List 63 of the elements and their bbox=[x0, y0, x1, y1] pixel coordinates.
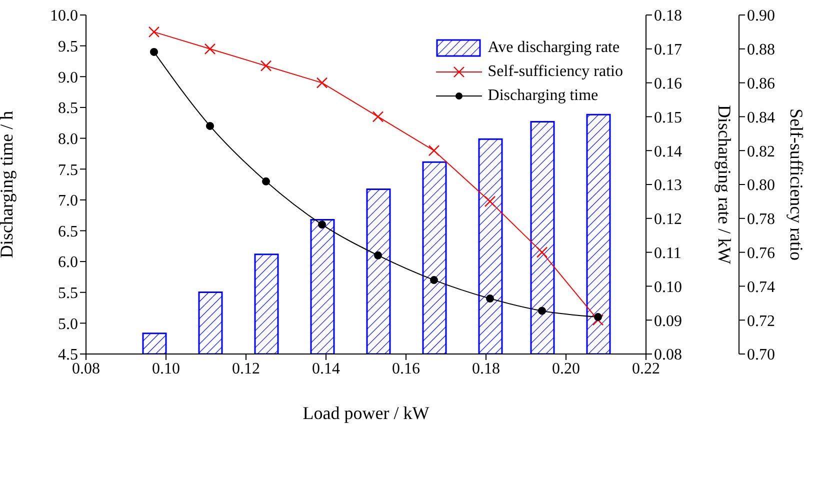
x-tick-label: 0.14 bbox=[312, 360, 340, 378]
point bbox=[486, 294, 494, 303]
y3-tick-label: 0.70 bbox=[747, 346, 775, 364]
y3-tick-label: 0.86 bbox=[747, 75, 775, 92]
y3-axis-title: Self-sufficiency ratio bbox=[786, 108, 807, 261]
y-tick-label: 6.5 bbox=[58, 223, 78, 240]
x-tick-label: 0.16 bbox=[392, 360, 420, 378]
legend-label: Discharging time bbox=[488, 86, 598, 106]
x-tick-label: 0.18 bbox=[472, 360, 500, 378]
point bbox=[536, 246, 548, 258]
point bbox=[430, 276, 438, 284]
y-tick-label: 9.5 bbox=[58, 38, 78, 56]
y3-tick-label: 0.74 bbox=[747, 278, 775, 296]
point bbox=[592, 314, 604, 326]
y3-tick-label: 0.82 bbox=[747, 143, 775, 160]
y2-tick-label: 0.14 bbox=[654, 143, 682, 160]
legend-label: Self-sufficiency ratio bbox=[488, 62, 623, 82]
y-tick-label: 5.5 bbox=[58, 285, 78, 302]
y-tick-label: 8.0 bbox=[58, 130, 78, 148]
y-tick-label: 5.0 bbox=[58, 316, 78, 333]
y3-tick-label: 0.76 bbox=[747, 244, 775, 262]
x-axis-title: Load power / kW bbox=[302, 403, 430, 423]
point bbox=[316, 77, 328, 88]
x-tick-label: 0.12 bbox=[232, 360, 260, 378]
y2-tick-label: 0.10 bbox=[654, 278, 682, 296]
point bbox=[204, 43, 216, 54]
y2-tick-label: 0.09 bbox=[654, 312, 682, 330]
point bbox=[538, 306, 546, 315]
y2-tick-label: 0.15 bbox=[654, 109, 682, 126]
y3-tick-label: 0.80 bbox=[747, 177, 775, 194]
point bbox=[594, 313, 602, 322]
y-tick-label: 7.0 bbox=[58, 192, 78, 210]
y2-tick-label: 0.17 bbox=[654, 42, 682, 59]
point bbox=[428, 145, 440, 156]
y3-tick-label: 0.72 bbox=[747, 312, 775, 330]
point bbox=[260, 60, 272, 72]
y2-tick-label: 0.18 bbox=[654, 8, 682, 25]
x-tick-label: 0.20 bbox=[552, 360, 580, 378]
y-tick-label: 9.0 bbox=[58, 69, 78, 86]
x-tick-label: 0.10 bbox=[152, 360, 180, 378]
point bbox=[206, 122, 214, 130]
point bbox=[484, 196, 496, 208]
y3-tick-label: 0.78 bbox=[747, 211, 775, 228]
y-tick-label: 6.0 bbox=[58, 254, 78, 272]
y-tick-label: 8.5 bbox=[58, 100, 78, 118]
point bbox=[374, 251, 382, 260]
point bbox=[150, 48, 158, 56]
y3-tick-label: 0.88 bbox=[747, 42, 775, 59]
y2-tick-label: 0.11 bbox=[654, 244, 682, 262]
y3-tick-label: 0.84 bbox=[747, 109, 775, 126]
y-tick-label: 10.0 bbox=[50, 8, 78, 25]
y2-axis-title: Discharging rate / kW bbox=[714, 104, 735, 264]
y2-tick-label: 0.12 bbox=[654, 211, 682, 228]
y2-tick-label: 0.13 bbox=[654, 177, 682, 194]
point bbox=[262, 177, 270, 186]
legend-label: Ave discharging rate bbox=[488, 38, 620, 58]
point bbox=[372, 111, 384, 122]
y2-tick-label: 0.16 bbox=[654, 75, 682, 92]
y-tick-label: 7.5 bbox=[58, 162, 78, 179]
point bbox=[318, 220, 326, 229]
y3-tick-label: 0.90 bbox=[747, 8, 775, 25]
y-axis-title: Discharging time / h bbox=[0, 110, 16, 258]
point bbox=[148, 26, 160, 38]
